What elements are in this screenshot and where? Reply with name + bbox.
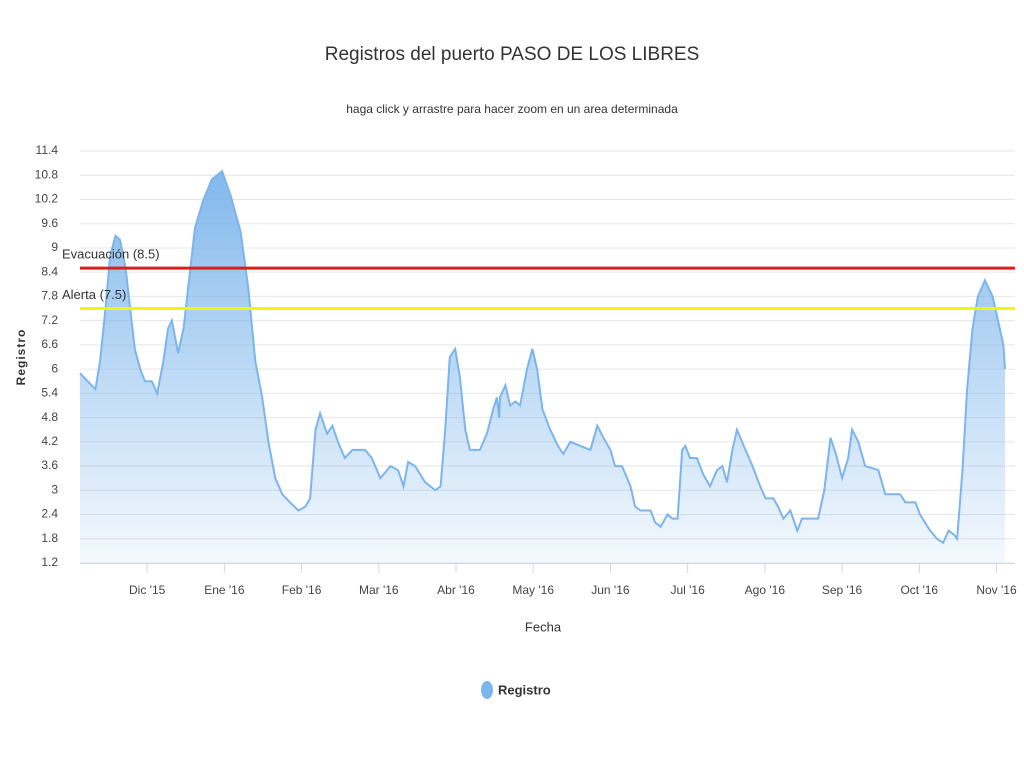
- x-tick-label: Nov '16: [976, 583, 1017, 597]
- x-tick-label: Abr '16: [437, 583, 475, 597]
- y-tick-label: 3.6: [41, 458, 58, 472]
- y-tick-label: 4.2: [41, 434, 58, 448]
- y-tick-label: 7.2: [41, 313, 58, 327]
- legend-label[interactable]: Registro: [498, 682, 551, 697]
- x-tick-label: Ago '16: [745, 583, 786, 597]
- plot-line-label: Evacuación (8.5): [62, 247, 160, 262]
- x-axis-title: Fecha: [525, 619, 562, 634]
- y-tick-label: 10.8: [35, 167, 59, 181]
- area-fill: [80, 171, 1005, 563]
- x-tick-label: Oct '16: [900, 583, 938, 597]
- y-tick-label: 1.2: [41, 555, 58, 569]
- y-tick-label: 1.8: [41, 531, 58, 545]
- legend[interactable]: Registro: [481, 681, 551, 699]
- y-tick-label: 2.4: [41, 507, 58, 521]
- y-tick-label: 8.4: [41, 264, 58, 278]
- x-tick-label: May '16: [512, 583, 554, 597]
- x-tick-label: Dic '15: [129, 583, 166, 597]
- y-tick-label: 5.4: [41, 386, 58, 400]
- x-tick-label: Jul '16: [670, 583, 705, 597]
- y-tick-label: 6: [51, 361, 58, 375]
- x-tick-label: Sep '16: [822, 583, 863, 597]
- series-line: [79, 169, 1006, 545]
- x-tick-label: Ene '16: [204, 583, 245, 597]
- y-tick-label: 9: [51, 240, 58, 254]
- y-axis-title: Registro: [14, 329, 28, 386]
- y-tick-label: 9.6: [41, 216, 58, 230]
- plot-line-label: Alerta (7.5): [62, 287, 126, 302]
- y-tick-label: 4.8: [41, 410, 58, 424]
- y-tick-label: 10.2: [35, 192, 59, 206]
- x-tick-label: Feb '16: [282, 583, 322, 597]
- legend-marker: [481, 681, 493, 699]
- y-tick-label: 7.8: [41, 289, 58, 303]
- y-tick-label: 3: [51, 482, 58, 496]
- chart-subtitle: haga click y arrastre para hacer zoom en…: [346, 102, 678, 116]
- y-tick-label: 6.6: [41, 337, 58, 351]
- x-tick-label: Mar '16: [359, 583, 399, 597]
- y-tick-label: 11.4: [36, 143, 59, 157]
- chart-title: Registros del puerto PASO DE LOS LIBRES: [325, 44, 700, 65]
- x-tick-label: Jun '16: [591, 583, 630, 597]
